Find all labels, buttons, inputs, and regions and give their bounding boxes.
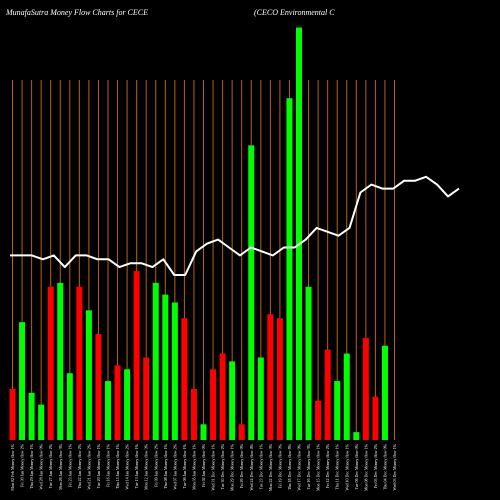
bar [57, 282, 64, 440]
bar [353, 432, 360, 440]
bar [181, 318, 188, 440]
x-tick-label: Mon 12 Jan Money flow 3% [144, 443, 149, 490]
x-tick-label: Fri 30 Jan Money flow 2% [20, 443, 25, 487]
x-tick-label: Wed 07 Jan Money flow 2% [172, 443, 177, 489]
bar [152, 282, 159, 440]
bar [334, 381, 341, 440]
chart-title-right: (CECO Environmental C [254, 8, 335, 17]
x-tick-label: Tue 20 Jan Money flow 1% [96, 443, 101, 488]
x-tick-label: Fri 19 Dec Money flow 3% [277, 443, 282, 488]
bar [28, 392, 35, 440]
bar [296, 27, 302, 440]
x-tick-label: Wed 03 Dec Money flow 1% [392, 443, 397, 490]
x-tick-label: Thu 18 Dec Money flow 8% [287, 443, 292, 490]
x-tick-label: Wed 21 Jan Money flow 2% [86, 443, 91, 489]
x-tick-label: Fri 26 Dec Money flow 0% [239, 443, 244, 488]
x-tick-label: Wed 17 Dec Money flow 9% [297, 443, 302, 490]
bar [381, 345, 388, 440]
money-flow-line [10, 175, 460, 276]
bar [276, 318, 283, 440]
bar [190, 388, 197, 440]
bar [219, 353, 226, 440]
bar [315, 400, 322, 440]
x-tick-label: Thu 15 Jan Money flow 1% [115, 443, 120, 488]
bar [9, 388, 16, 440]
chart-title-left: MunafaSutra Money Flow Charts for CECE [5, 8, 148, 17]
bar [286, 98, 293, 440]
x-tick-label: Mon 08 Dec Money flow 1% [363, 443, 368, 491]
x-tick-label: Thu 22 Jan Money flow 2% [77, 443, 82, 488]
bar [343, 353, 350, 440]
x-tick-label: Thu 29 Jan Money flow 1% [29, 443, 34, 488]
bar [257, 357, 264, 440]
bar [248, 145, 255, 440]
x-tick-label: Mon 29 Dec Money flow 1% [230, 443, 235, 491]
bar [47, 286, 54, 440]
bar [85, 310, 92, 440]
bar [229, 361, 236, 440]
x-tick-label: Fri 05 Dec Money flow 2% [373, 443, 378, 488]
bar [95, 333, 102, 440]
x-tick-label: Mon 15 Dec Money flow 1% [316, 443, 321, 491]
x-tick-label: Tue 13 Jan Money flow 1% [134, 443, 139, 488]
x-tick-label: Fri 09 Jan Money flow 2% [153, 443, 158, 487]
bar [19, 322, 26, 440]
bar [305, 286, 312, 440]
x-tick-label: Tue 27 Jan Money flow 2% [48, 443, 53, 488]
bar [105, 381, 111, 440]
bar [200, 424, 207, 440]
bar [162, 294, 169, 440]
x-tick-label: Tue 09 Dec Money flow 0% [354, 443, 359, 489]
bar [210, 369, 217, 440]
x-tick-label: Mon 22 Dec Money flow 3% [268, 443, 273, 491]
x-tick-label: Wed 10 Dec Money flow 1% [344, 443, 349, 490]
x-tick-label: Tue 06 Jan Money flow 1% [182, 443, 187, 488]
x-tick-label: Mon 26 Jan Money flow 3% [58, 443, 63, 490]
bar [171, 302, 178, 440]
bar [66, 373, 73, 440]
x-tick-labels: Mon 02 Feb Money flow 1% Fri 30 Jan Money… [10, 443, 397, 491]
x-tick-label: Fri 16 Jan Money flow 1% [106, 443, 111, 487]
x-tick-label: Wed 24 Dec Money flow 4% [249, 443, 254, 490]
bar [114, 365, 121, 440]
x-tick-label: Tue 16 Dec Money flow 3% [306, 443, 311, 489]
x-tick-label: Thu 08 Jan Money flow 1% [163, 443, 168, 488]
x-tick-label: Tue 30 Dec Money flow 2% [220, 443, 225, 489]
bar [38, 404, 45, 440]
bar [324, 349, 331, 440]
bar [267, 314, 274, 440]
x-tick-label: Mon 05 Jan Money flow 1% [191, 443, 196, 490]
bars [9, 27, 388, 440]
bar [372, 396, 379, 440]
x-tick-label: Fri 23 Jan Money flow 1% [67, 443, 72, 487]
x-tick-label: Thu 04 Dec Money flow 0% [382, 443, 387, 490]
x-tick-label: Tue 23 Dec Money flow 1% [258, 443, 263, 489]
bar [362, 337, 369, 440]
bar [124, 369, 131, 440]
bar [143, 357, 150, 440]
x-tick-label: Thu 11 Dec Money flow 1% [335, 443, 340, 489]
x-tick-label: Wed 31 Dec Money flow 1% [211, 443, 216, 490]
bar [133, 271, 140, 440]
x-tick-label: Mon 02 Feb Money flow 1% [10, 443, 15, 490]
bar [76, 286, 83, 440]
x-tick-label: Fri 12 Dec Money flow 2% [325, 443, 330, 488]
x-tick-label: Wed 28 Jan Money flow 0% [39, 443, 44, 489]
bar [238, 424, 245, 440]
x-tick-label: Fri 02 Jan Money flow 0% [201, 443, 206, 487]
x-tick-label: Wed 14 Jan Money flow 2% [125, 443, 130, 489]
